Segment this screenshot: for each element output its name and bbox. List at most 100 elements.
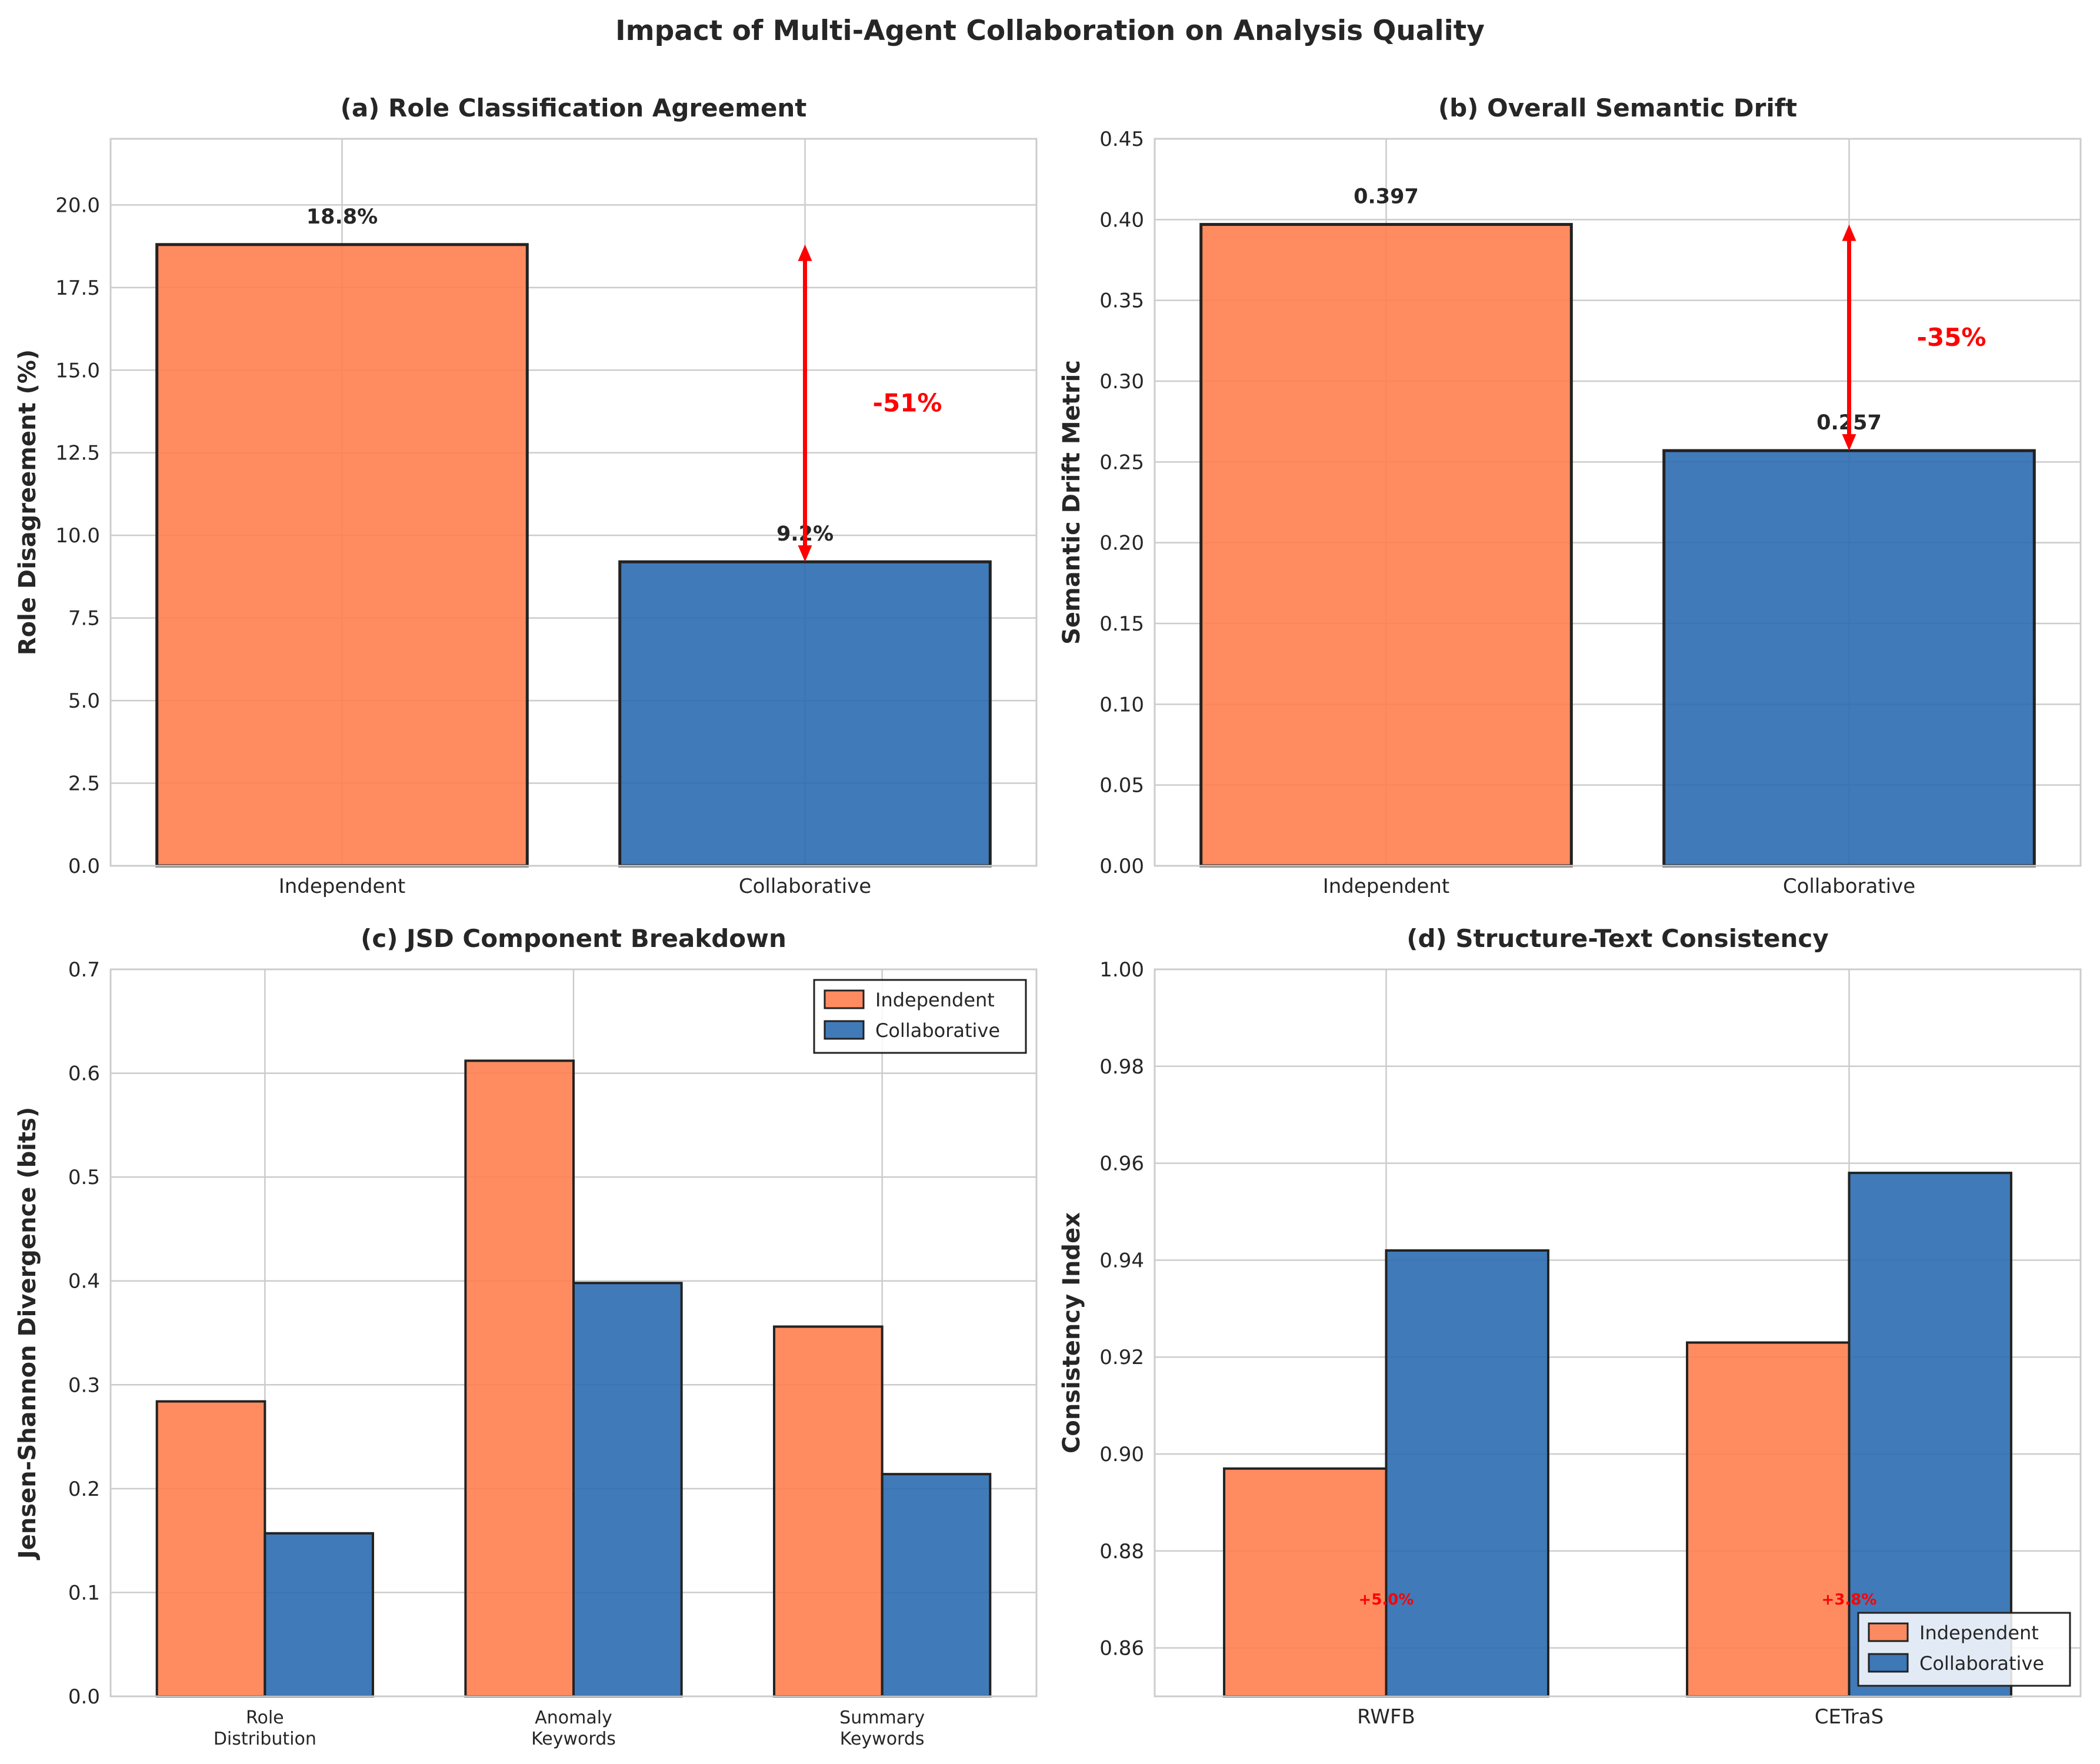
- legend-swatch: [1868, 1653, 1909, 1673]
- y-axis-label: Semantic Drift Metric: [1058, 360, 1085, 645]
- y-tick-label: 10.0: [55, 524, 100, 548]
- panel-title: (a) Role Classification Agreement: [341, 94, 807, 122]
- bar-independent: [773, 1325, 884, 1698]
- y-tick-label: 0.20: [1099, 532, 1144, 555]
- bar-collaborative: [264, 1532, 374, 1698]
- x-tick-label: RWFB: [1357, 1705, 1415, 1729]
- change-label: -51%: [873, 388, 942, 417]
- change-label: -35%: [1917, 323, 1986, 352]
- legend-label: Collaborative: [1919, 1652, 2044, 1675]
- x-tick-label: Distribution: [214, 1729, 316, 1749]
- panel-d: (d) Structure-Text Consistency 0.86 0.88 0.…: [1058, 924, 2082, 1729]
- bar-independent: [155, 243, 529, 868]
- bar-value-label: 18.8%: [306, 205, 378, 229]
- x-tick-label: Anomaly: [535, 1708, 612, 1728]
- y-tick-label: 0.00: [1099, 855, 1144, 878]
- y-tick-label: 0.10: [1099, 693, 1144, 716]
- bars: 0.3970.257: [1199, 185, 2036, 868]
- legend-swatch: [1868, 1622, 1909, 1642]
- x-tick-label: Collaborative: [1783, 875, 1915, 898]
- x-tick-label: Role: [246, 1708, 284, 1728]
- y-tick-label: 5.0: [68, 689, 100, 713]
- y-tick-label: 0.2: [68, 1478, 100, 1501]
- x-tick-label: Independent: [1323, 875, 1450, 898]
- y-tick-label: 0.90: [1099, 1443, 1144, 1466]
- legend: Independent Collaborative: [813, 979, 1027, 1054]
- legend-label: Independent: [875, 989, 995, 1011]
- improvement-label: +3.8%: [1822, 1591, 1877, 1609]
- axes-frame: [109, 968, 1038, 1698]
- y-tick-label: 0.94: [1099, 1249, 1144, 1272]
- panel-title: (c) JSD Component Breakdown: [361, 924, 786, 953]
- change-arrow: -51%: [798, 244, 942, 562]
- bar-collaborative: [572, 1282, 683, 1698]
- y-tick-label: 15.0: [55, 359, 100, 382]
- y-tick-label: 0.7: [68, 958, 100, 982]
- y-tick-label: 1.00: [1099, 958, 1144, 982]
- panel-a: (a) Role Classification Agreement 0.0 2.5 5…: [14, 94, 1038, 898]
- panels: (a) Role Classification Agreement 0.0 2.5 5…: [14, 94, 2082, 1749]
- y-tick-label: 0.6: [68, 1062, 100, 1086]
- x-tick-label: Keywords: [840, 1729, 925, 1749]
- x-tick-label: CETraS: [1815, 1705, 1884, 1729]
- y-tick-label: 0.0: [68, 855, 100, 878]
- y-axis-label: Consistency Index: [1058, 1212, 1085, 1453]
- y-tick-label: 0.4: [68, 1270, 100, 1293]
- bar-independent: [464, 1059, 575, 1698]
- y-tick-label: 0.1: [68, 1581, 100, 1605]
- y-tick-label: 0.15: [1099, 612, 1144, 636]
- bar-independent: [1223, 1467, 1388, 1698]
- legend-label: Collaborative: [875, 1019, 1000, 1042]
- legend: Independent Collaborative: [1857, 1612, 2071, 1687]
- panel-title: (b) Overall Semantic Drift: [1438, 94, 1797, 122]
- panel-c: (c) JSD Component Breakdown 0.0 0.1 0.2 0.3 0…: [14, 924, 1038, 1749]
- y-tick-label: 7.5: [68, 607, 100, 631]
- axes-frame: [1154, 968, 2082, 1698]
- y-tick-label: 2.5: [68, 772, 100, 796]
- x-tick-label: Independent: [279, 875, 406, 898]
- bar-independent: [155, 1400, 266, 1698]
- figure-title: Impact of Multi-Agent Collaboration on A…: [615, 15, 1485, 47]
- y-tick-label: 0.86: [1099, 1637, 1144, 1660]
- y-tick-label: 0.05: [1099, 774, 1144, 798]
- improvement-label: +5.0%: [1359, 1591, 1414, 1609]
- y-tick-label: 0.45: [1099, 128, 1144, 151]
- x-tick-label: Keywords: [531, 1729, 616, 1749]
- y-tick-label: 0.98: [1099, 1055, 1144, 1079]
- x-tick-label: Collaborative: [739, 875, 871, 898]
- x-tick-label: Summary: [839, 1708, 925, 1728]
- axes-frame: [1154, 138, 2082, 867]
- y-tick-label: 0.40: [1099, 208, 1144, 232]
- legend-swatch: [824, 1020, 865, 1040]
- y-tick-label: 0.35: [1099, 289, 1144, 313]
- y-tick-label: 0.30: [1099, 370, 1144, 394]
- bar-independent: [1686, 1341, 1851, 1698]
- bar-collaborative: [1385, 1249, 1549, 1698]
- bar-collaborative: [881, 1473, 992, 1698]
- bars: 18.8%9.2%: [155, 205, 992, 868]
- bar-value-label: 0.397: [1354, 185, 1419, 209]
- y-tick-label: 0.5: [68, 1166, 100, 1189]
- legend-label: Independent: [1919, 1622, 2039, 1644]
- bars: +5.0% +3.8%: [1223, 1172, 2012, 1698]
- legend-swatch: [824, 989, 865, 1009]
- y-tick-label: 0.96: [1099, 1152, 1144, 1176]
- y-tick-label: 20.0: [55, 194, 100, 217]
- axes-frame: [109, 138, 1038, 867]
- y-tick-label: 0.25: [1099, 451, 1144, 474]
- y-axis-label: Jensen-Shannon Divergence (bits): [14, 1107, 41, 1560]
- bar-independent: [1199, 223, 1573, 868]
- panel-b: (b) Overall Semantic Drift 0.00 0.05 0.10 0.…: [1058, 94, 2082, 898]
- y-tick-label: 0.92: [1099, 1346, 1144, 1369]
- y-tick-label: 0.3: [68, 1373, 100, 1397]
- y-tick-label: 17.5: [55, 276, 100, 300]
- y-tick-label: 0.0: [68, 1685, 100, 1709]
- y-tick-label: 12.5: [55, 442, 100, 465]
- bar-collaborative: [618, 560, 992, 868]
- change-arrow: -35%: [1842, 224, 1986, 451]
- y-tick-label: 0.88: [1099, 1540, 1144, 1563]
- y-axis-label: Role Disagreement (%): [14, 349, 41, 655]
- panel-title: (d) Structure-Text Consistency: [1406, 924, 1828, 953]
- bar-collaborative: [1848, 1172, 2012, 1698]
